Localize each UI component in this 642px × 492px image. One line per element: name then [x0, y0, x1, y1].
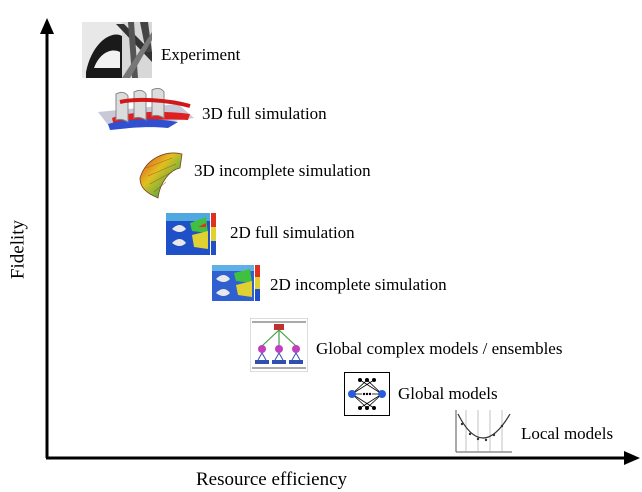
level-label-3d-incomplete-simulation: 3D incomplete simulation [194, 161, 371, 180]
level-label-2d-incomplete-simulation: 2D incomplete simulation [270, 275, 447, 294]
3d-blade-cascade-icon [98, 88, 194, 130]
x-axis-label: Resource efficiency [196, 469, 348, 490]
y-axis-arrowhead [40, 18, 54, 34]
level-label-global-models: Global models [398, 384, 498, 403]
neural-network-icon [344, 372, 390, 416]
level-label-3d-full-simulation: 3D full simulation [202, 104, 327, 123]
ensemble-tree-diagram-icon [250, 318, 308, 372]
level-label-experiment: Experiment [161, 45, 241, 64]
2d-flow-contour-partial-icon [212, 265, 260, 301]
3d-blade-surface-icon [139, 152, 183, 199]
level-label-2d-full-simulation: 2D full simulation [230, 223, 355, 242]
experiment-photo [82, 22, 152, 78]
level-label-global-complex-models: Global complex models / ensembles [316, 339, 563, 358]
y-axis-label: Fidelity [7, 219, 29, 280]
level-label-local-models: Local models [521, 424, 614, 443]
x-axis-arrowhead [624, 451, 640, 465]
local-regression-plot-icon [452, 406, 514, 454]
2d-flow-contour-icon [166, 213, 216, 255]
